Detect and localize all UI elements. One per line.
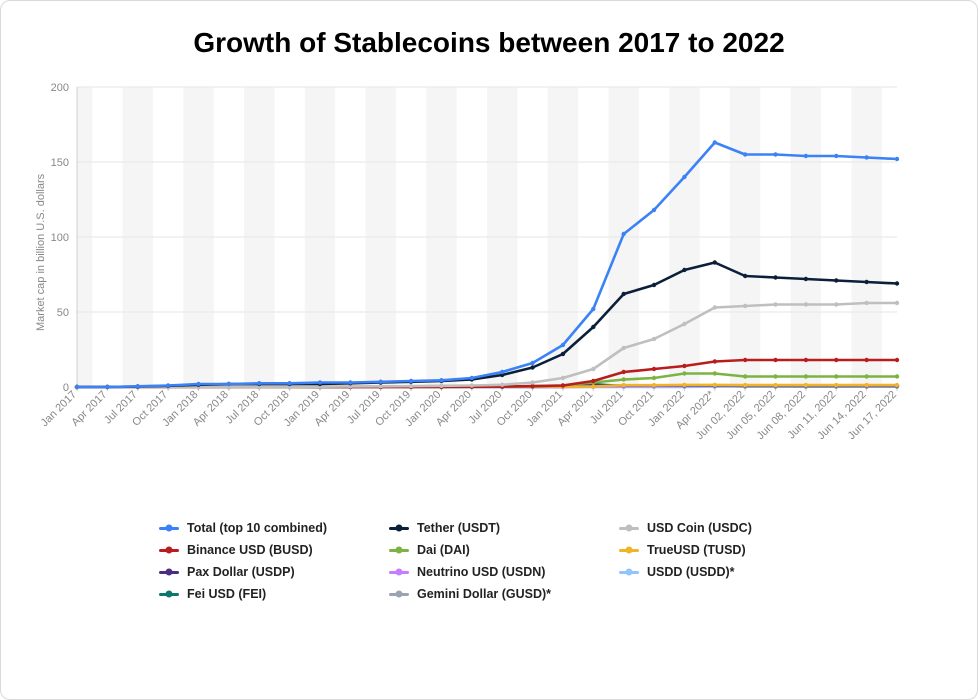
legend-label: USD Coin (USDC) xyxy=(647,521,752,535)
legend-item: Pax Dollar (USDP) xyxy=(159,565,359,579)
legend-label: Pax Dollar (USDP) xyxy=(187,565,295,579)
legend-label: Total (top 10 combined) xyxy=(187,521,327,535)
legend-swatch xyxy=(389,571,409,574)
legend-swatch xyxy=(159,593,179,596)
legend-item: Dai (DAI) xyxy=(389,543,589,557)
chart-card: Growth of Stablecoins between 2017 to 20… xyxy=(0,0,978,700)
legend-item: Fei USD (FEI) xyxy=(159,587,359,601)
legend-swatch xyxy=(619,527,639,530)
chart-title: Growth of Stablecoins between 2017 to 20… xyxy=(21,27,957,59)
svg-text:200: 200 xyxy=(51,82,69,94)
legend-swatch xyxy=(389,593,409,596)
legend-item: Gemini Dollar (GUSD)* xyxy=(389,587,589,601)
legend-swatch xyxy=(159,549,179,552)
legend-label: Dai (DAI) xyxy=(417,543,470,557)
legend-item: Total (top 10 combined) xyxy=(159,521,359,535)
legend-label: Neutrino USD (USDN) xyxy=(417,565,545,579)
y-axis-label: Market cap in billion U.S. dollars xyxy=(35,174,47,331)
legend-item: Binance USD (BUSD) xyxy=(159,543,359,557)
chart-area: Market cap in billion U.S. dollars 05010… xyxy=(21,77,957,507)
legend-item: USDD (USDD)* xyxy=(619,565,819,579)
legend-swatch xyxy=(159,527,179,530)
legend-item: TrueUSD (TUSD) xyxy=(619,543,819,557)
line-chart: 050100150200Jan 2017Apr 2017Jul 2017Oct … xyxy=(21,77,921,507)
legend-swatch xyxy=(619,571,639,574)
legend-item: Neutrino USD (USDN) xyxy=(389,565,589,579)
legend: Total (top 10 combined) Tether (USDT) USD … xyxy=(21,521,957,601)
legend-label: Fei USD (FEI) xyxy=(187,587,266,601)
legend-swatch xyxy=(389,549,409,552)
legend-item: Tether (USDT) xyxy=(389,521,589,535)
legend-swatch xyxy=(619,549,639,552)
legend-label: Binance USD (BUSD) xyxy=(187,543,313,557)
legend-swatch xyxy=(389,527,409,530)
legend-label: USDD (USDD)* xyxy=(647,565,735,579)
legend-item: USD Coin (USDC) xyxy=(619,521,819,535)
legend-swatch xyxy=(159,571,179,574)
svg-text:150: 150 xyxy=(51,157,69,169)
legend-label: TrueUSD (TUSD) xyxy=(647,543,746,557)
legend-label: Gemini Dollar (GUSD)* xyxy=(417,587,551,601)
svg-text:50: 50 xyxy=(57,307,69,319)
legend-label: Tether (USDT) xyxy=(417,521,500,535)
svg-text:100: 100 xyxy=(51,232,69,244)
